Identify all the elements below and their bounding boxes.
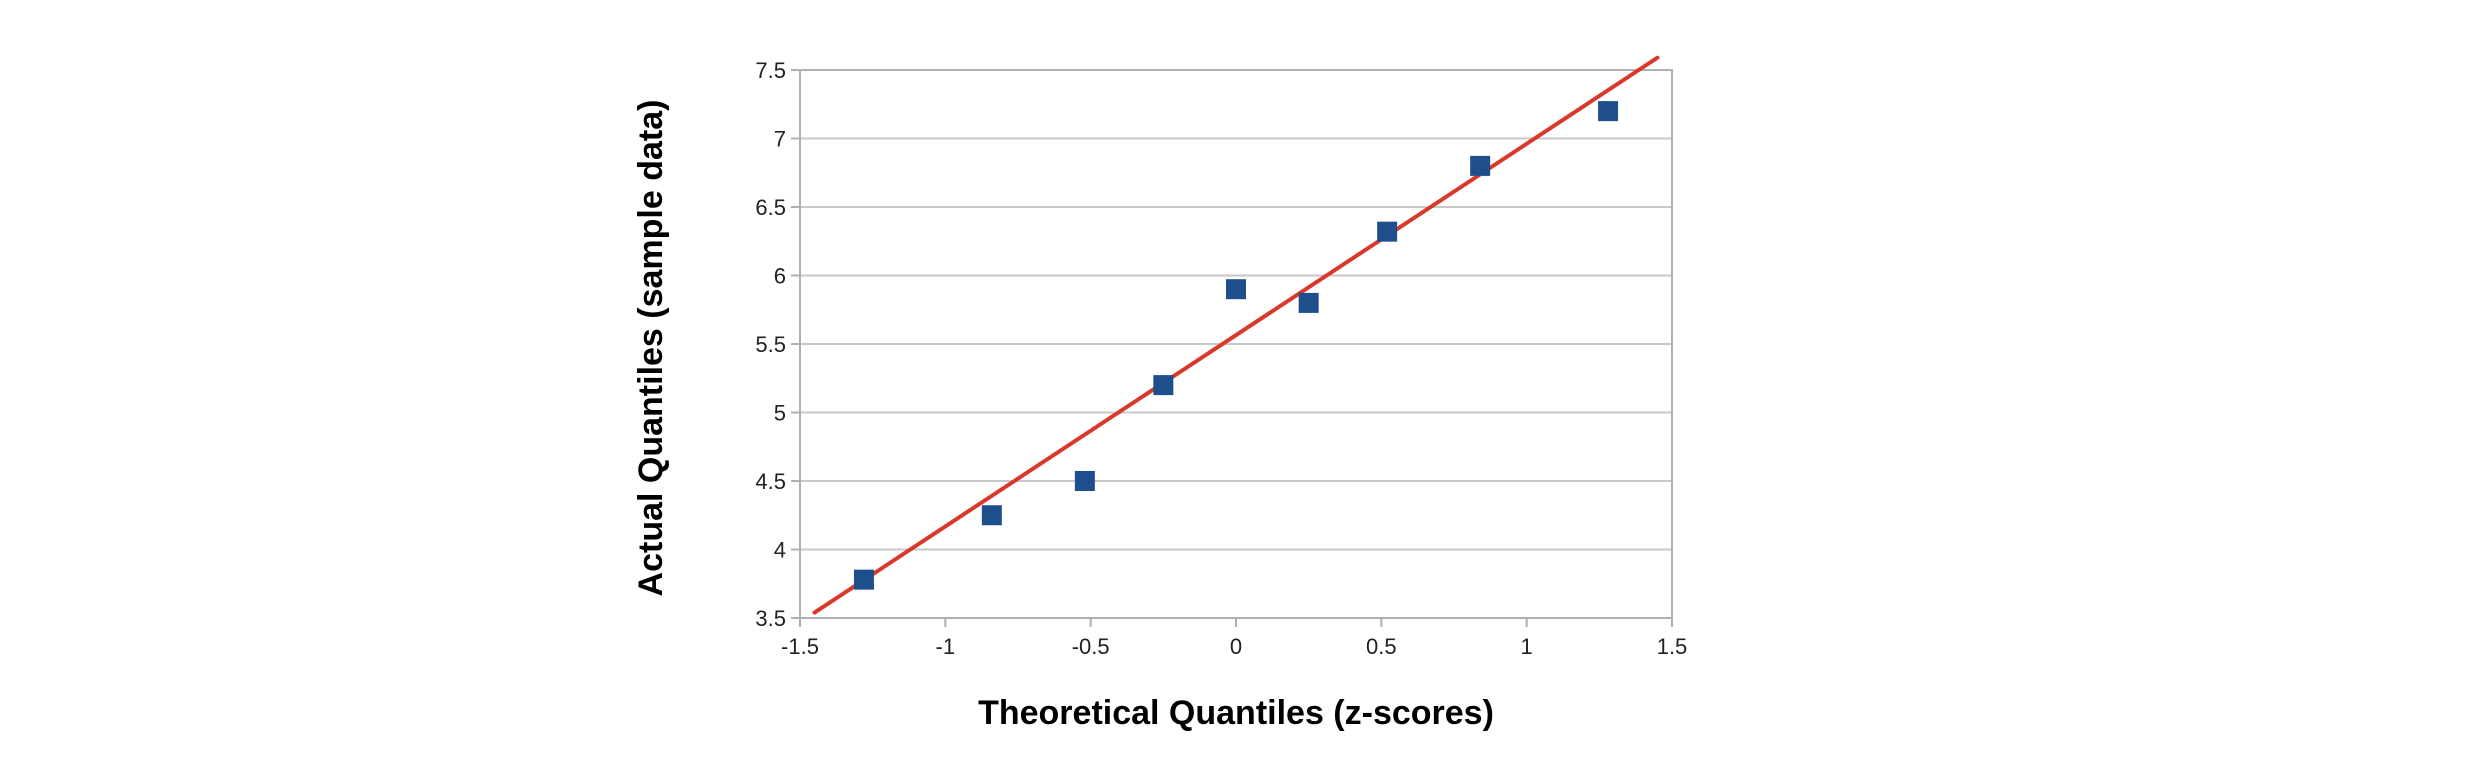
data-point xyxy=(1470,155,1491,176)
y-tick-label: 7 xyxy=(774,127,786,152)
trendline-group xyxy=(812,55,1660,615)
data-point xyxy=(1074,471,1095,491)
data-point xyxy=(853,569,874,590)
y-tick-label: 5 xyxy=(774,401,786,426)
x-tick-label: -1 xyxy=(936,634,956,659)
x-tick-label: -0.5 xyxy=(1072,634,1110,659)
y-tick-label: 6.5 xyxy=(755,195,786,220)
y-tick-label: 5.5 xyxy=(755,332,786,357)
data-point xyxy=(1377,221,1398,242)
x-axis-ticks: -1.5 -1 -0.5 0 0.5 1 1.5 xyxy=(781,618,1687,659)
data-point xyxy=(981,505,1002,526)
data-points xyxy=(853,101,1619,590)
x-tick-label: 0 xyxy=(1230,634,1242,659)
data-point xyxy=(1153,375,1174,396)
data-point xyxy=(1298,292,1319,313)
y-axis-ticks: 3.5 4 4.5 5 5.5 6 6.5 7 7.5 xyxy=(755,58,800,631)
y-tick-label: 7.5 xyxy=(755,58,786,83)
y-tick-label: 4.5 xyxy=(755,469,786,494)
x-tick-label: -1.5 xyxy=(781,634,819,659)
x-tick-label: 1 xyxy=(1521,634,1533,659)
y-tick-label: 6 xyxy=(774,264,786,289)
y-axis-title: Actual Quantiles (sample data) xyxy=(632,100,670,597)
data-point xyxy=(1226,279,1246,300)
x-tick-label: 0.5 xyxy=(1366,634,1397,659)
y-tick-label: 4 xyxy=(774,538,786,563)
trendline xyxy=(812,55,1660,615)
x-axis-title: Theoretical Quantiles (z-scores) xyxy=(978,694,1494,732)
y-tick-label: 3.5 xyxy=(755,606,786,631)
x-tick-label: 1.5 xyxy=(1657,634,1688,659)
data-point xyxy=(1598,101,1619,122)
